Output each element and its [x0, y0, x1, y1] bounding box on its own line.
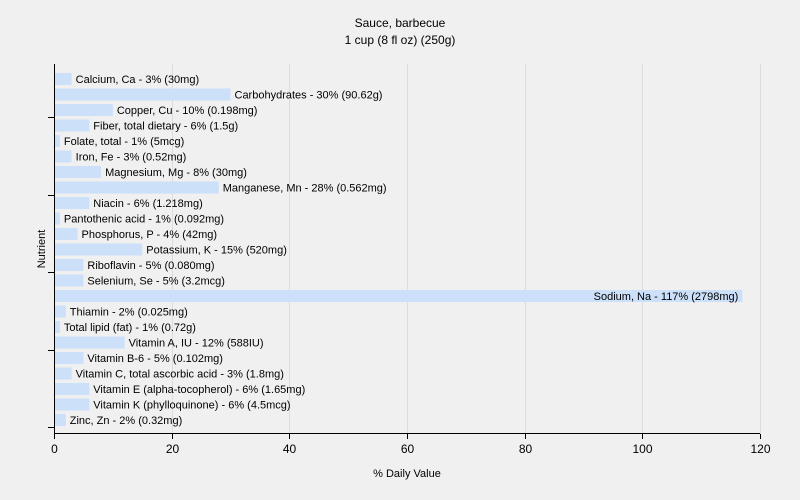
x-tick-label: 60	[401, 442, 415, 456]
grid-lines	[172, 64, 761, 434]
x-axis-title: % Daily Value	[373, 468, 441, 480]
x-tick-label: 120	[750, 442, 770, 456]
bar	[55, 367, 72, 380]
bar-label: Vitamin C, total ascorbic acid - 3% (1.8…	[76, 369, 284, 381]
bar-label: Magnesium, Mg - 8% (30mg)	[105, 167, 247, 179]
bar	[55, 73, 72, 85]
y-axis-ticks	[48, 117, 54, 428]
bar	[55, 150, 72, 163]
bar-label: Total lipid (fat) - 1% (0.72g)	[64, 322, 196, 334]
chart-title: Sauce, barbecue	[355, 16, 446, 30]
bar	[55, 398, 90, 411]
bar-label: Potassium, K - 15% (520mg)	[146, 245, 287, 257]
x-tick-label: 100	[632, 442, 652, 456]
bar-label: Sodium, Na - 117% (2798mg)	[594, 291, 739, 303]
bar-label: Calcium, Ca - 3% (30mg)	[76, 74, 199, 86]
bar	[55, 274, 84, 287]
bar-label: Thiamin - 2% (0.025mg)	[70, 307, 188, 319]
bar	[55, 243, 143, 256]
bar-label: Manganese, Mn - 28% (0.562mg)	[223, 183, 387, 195]
bar-label: Copper, Cu - 10% (0.198mg)	[117, 105, 258, 117]
y-axis-title: Nutrient	[36, 230, 48, 269]
bar-label: Riboflavin - 5% (0.080mg)	[87, 260, 214, 272]
bar	[55, 259, 84, 271]
bar	[55, 336, 125, 349]
bar-label: Vitamin E (alpha-tocopherol) - 6% (1.65m…	[93, 384, 305, 396]
bar	[55, 228, 78, 240]
x-axis-ticks: 0 20 40 60 80 100 120	[51, 434, 771, 456]
bar	[55, 119, 90, 132]
bar-label: Selenium, Se - 5% (3.2mcg)	[87, 276, 225, 288]
bar-label: Phosphorus, P - 4% (42mg)	[82, 229, 218, 241]
bar	[55, 104, 113, 116]
bar-label: Pantothenic acid - 1% (0.092mg)	[64, 214, 224, 226]
bar	[55, 414, 66, 426]
bar	[55, 88, 231, 101]
bar	[55, 181, 219, 194]
chart-subtitle: 1 cup (8 fl oz) (250g)	[345, 33, 456, 47]
bar-label: Vitamin B-6 - 5% (0.102mg)	[87, 353, 223, 365]
bar-labels: Calcium, Ca - 3% (30mg) Carbohydrates - 3…	[64, 74, 738, 427]
bar	[55, 135, 60, 147]
bar-label: Carbohydrates - 30% (90.62g)	[235, 90, 383, 102]
bar	[55, 352, 84, 364]
bar-label: Zinc, Zn - 2% (0.32mg)	[70, 415, 182, 427]
bar	[55, 212, 60, 225]
bar	[55, 383, 90, 395]
x-tick-label: 80	[519, 442, 533, 456]
bar	[55, 290, 743, 302]
bar	[55, 166, 102, 178]
bar-label: Fiber, total dietary - 6% (1.5g)	[93, 121, 238, 133]
bar	[55, 197, 90, 209]
bar-label: Iron, Fe - 3% (0.52mg)	[76, 152, 187, 164]
bar-label: Niacin - 6% (1.218mg)	[93, 198, 202, 210]
x-tick-label: 0	[51, 442, 58, 456]
bars	[55, 73, 743, 426]
bar	[55, 321, 60, 333]
bar	[55, 305, 66, 318]
x-tick-label: 40	[283, 442, 297, 456]
x-tick-label: 20	[166, 442, 180, 456]
bar-label: Folate, total - 1% (5mcg)	[64, 136, 184, 148]
bar-label: Vitamin A, IU - 12% (588IU)	[129, 338, 264, 350]
bar-label: Vitamin K (phylloquinone) - 6% (4.5mcg)	[93, 400, 290, 412]
